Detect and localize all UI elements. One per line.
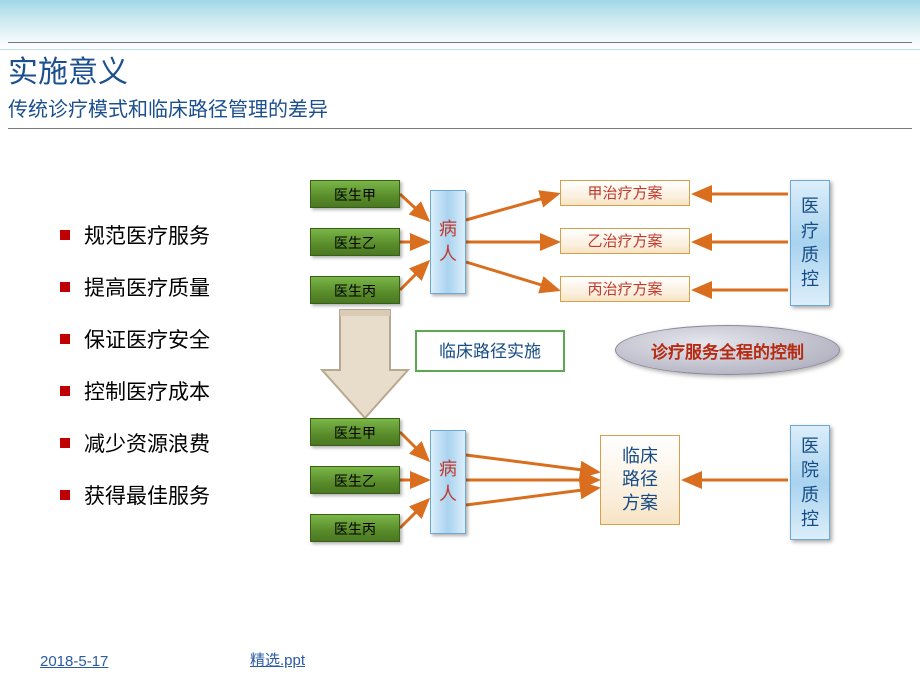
qc-char: 医 xyxy=(801,434,819,458)
bullet-item: 规范医疗服务 xyxy=(60,220,210,250)
bullet-text: 规范医疗服务 xyxy=(84,220,210,250)
doctor-box: 医生甲 xyxy=(310,180,400,208)
bullet-marker xyxy=(60,438,70,448)
bullet-item: 控制医疗成本 xyxy=(60,376,210,406)
bullet-text: 减少资源浪费 xyxy=(84,428,210,458)
qc-char: 质 xyxy=(801,483,819,507)
footer-caption: 精选.ppt xyxy=(250,649,305,670)
path-plan-box: 临床 路径 方案 xyxy=(600,435,680,525)
patient-char: 病 xyxy=(439,217,457,242)
qc-char: 院 xyxy=(801,458,819,482)
doctor-box: 医生丙 xyxy=(310,514,400,542)
bullet-marker xyxy=(60,282,70,292)
plan-box: 丙治疗方案 xyxy=(560,276,690,302)
doctor-box: 医生甲 xyxy=(310,418,400,446)
title-block: 实施意义 传统诊疗模式和临床路径管理的差异 xyxy=(8,42,912,129)
bullet-marker xyxy=(60,230,70,240)
bullet-list: 规范医疗服务 提高医疗质量 保证医疗安全 控制医疗成本 减少资源浪费 获得最佳服… xyxy=(60,220,210,532)
plan-box: 乙治疗方案 xyxy=(560,228,690,254)
patient-char: 人 xyxy=(439,242,457,267)
path-line: 路径 xyxy=(622,468,658,491)
qc-char: 控 xyxy=(801,507,819,531)
qc-char: 控 xyxy=(801,267,819,291)
plan-box: 甲治疗方案 xyxy=(560,180,690,206)
doctor-box: 医生乙 xyxy=(310,228,400,256)
patient-char: 病 xyxy=(439,457,457,482)
qc-char: 质 xyxy=(801,243,819,267)
bullet-item: 提高医疗质量 xyxy=(60,272,210,302)
diagram: 医生甲 医生乙 医生丙 病 人 甲治疗方案 乙治疗方案 丙治疗方案 医 疗 质 … xyxy=(300,180,900,560)
bullet-text: 提高医疗质量 xyxy=(84,272,210,302)
patient-char: 人 xyxy=(439,482,457,507)
bullet-marker xyxy=(60,490,70,500)
path-line: 临床 xyxy=(622,445,658,468)
bullet-item: 获得最佳服务 xyxy=(60,480,210,510)
bullet-text: 保证医疗安全 xyxy=(84,324,210,354)
qc-char: 医 xyxy=(801,194,819,218)
path-line: 方案 xyxy=(622,492,658,515)
doctor-box: 医生丙 xyxy=(310,276,400,304)
hospital-qc-box: 医 院 质 控 xyxy=(790,425,830,540)
bullet-text: 获得最佳服务 xyxy=(84,480,210,510)
bullet-marker xyxy=(60,334,70,344)
patient-box: 病 人 xyxy=(430,190,466,294)
footer-date: 2018-5-17 xyxy=(40,653,108,670)
bullet-marker xyxy=(60,386,70,396)
page-title: 实施意义 xyxy=(8,47,912,91)
implementation-box: 临床路径实施 xyxy=(415,330,565,372)
doctor-box: 医生乙 xyxy=(310,466,400,494)
control-ellipse: 诊疗服务全程的控制 xyxy=(615,325,840,375)
bullet-item: 保证医疗安全 xyxy=(60,324,210,354)
bullet-text: 控制医疗成本 xyxy=(84,376,210,406)
qc-char: 疗 xyxy=(801,219,819,243)
patient-box: 病 人 xyxy=(430,430,466,534)
page-subtitle: 传统诊疗模式和临床路径管理的差异 xyxy=(8,93,912,122)
bullet-item: 减少资源浪费 xyxy=(60,428,210,458)
medical-qc-box: 医 疗 质 控 xyxy=(790,180,830,306)
